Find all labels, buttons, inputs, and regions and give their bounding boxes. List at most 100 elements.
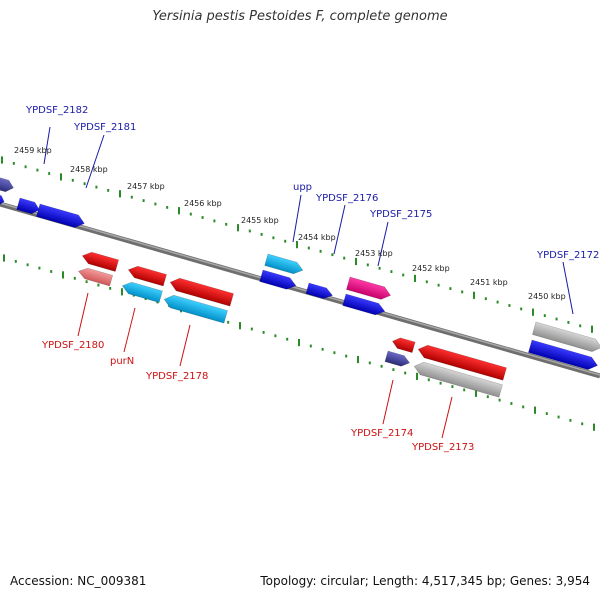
gene-arrow-edge-small-body	[0, 192, 5, 206]
outer-track-tick	[60, 173, 62, 181]
inner-track-tick	[85, 280, 88, 284]
outer-track-tick	[189, 212, 192, 216]
map-title: Yersinia pestis Pestoides F, complete ge…	[152, 9, 448, 24]
inner-track-tick	[3, 254, 5, 262]
inner-track-tick	[451, 385, 454, 388]
inner-track-tick	[239, 322, 241, 330]
kbp-label: 2453 kbp	[355, 249, 393, 258]
gene-label-reverse[interactable]: YPDSF_2174	[350, 428, 413, 439]
outer-track-tick	[284, 239, 287, 243]
gene-label-forward[interactable]: upp	[293, 182, 312, 193]
inner-track-tick	[486, 395, 489, 399]
outer-track-tick	[142, 199, 145, 202]
inner-track-tick	[510, 402, 513, 405]
gene-arrow-upp-body	[264, 253, 304, 275]
inner-track-tick	[593, 423, 595, 431]
gene-arrow-ypdsf-2180b[interactable]	[77, 266, 114, 287]
outer-track-tick	[154, 202, 157, 206]
outer-track-tick	[213, 219, 216, 223]
gene-arrow-ypdsf-2173a[interactable]	[416, 343, 507, 381]
inner-track-tick	[463, 388, 466, 392]
gene-label-forward[interactable]: YPDSF_2175	[369, 209, 432, 220]
inner-track-tick	[97, 283, 100, 287]
inner-track-tick	[26, 263, 29, 267]
inner-track-tick	[557, 415, 560, 419]
inner-track-tick	[309, 344, 312, 348]
outer-track-tick	[225, 222, 228, 226]
inner-track-tick	[227, 320, 230, 324]
gene-arrow-upp[interactable]	[264, 253, 305, 276]
outer-track-tick	[331, 253, 334, 257]
gene-arrow-ypdsf-2172b[interactable]	[528, 339, 599, 372]
outer-track-tick	[496, 300, 499, 304]
gene-arrow-ypdsf-2172a-body	[532, 321, 600, 352]
gene-label-reverse[interactable]: purN	[110, 356, 134, 367]
outer-track-tick	[484, 297, 487, 301]
gene-arrow-ypdsf-2178b-body	[163, 294, 228, 324]
kbp-label: 2459 kbp	[14, 146, 52, 155]
gene-arrow-ypdsf-2182[interactable]	[16, 197, 41, 216]
gene-arrow-ypdsf-2174b[interactable]	[384, 350, 411, 368]
inner-track-tick	[321, 347, 324, 351]
inner-track-tick	[427, 378, 430, 382]
outer-track-tick	[508, 304, 511, 307]
gene-arrow-ypdsf-2179[interactable]	[127, 264, 167, 287]
leader-line	[77, 292, 89, 337]
gene-arrow-ypdsf-2178a[interactable]	[168, 276, 234, 307]
outer-track-tick	[461, 290, 464, 294]
gene-arrow-purn[interactable]	[121, 280, 163, 303]
kbp-scale-labels: 2459 kbp 2458 kbp 2457 kbp 2456 kbp 2455 kbp…	[14, 146, 566, 301]
inner-track-tick	[498, 398, 501, 402]
gene-label-reverse[interactable]: YPDSF_2178	[145, 371, 208, 382]
outer-track-tick	[591, 325, 593, 333]
gene-arrow-ypdsf-2178b[interactable]	[162, 293, 228, 324]
gene-arrow-ypdsf-2173b-body	[413, 361, 503, 398]
outer-track-tick	[414, 274, 416, 282]
gene-arrow-ypdsf-2175b[interactable]	[342, 293, 387, 317]
gene-arrow-ypdsf-2173b[interactable]	[412, 360, 503, 398]
outer-track-tick	[248, 229, 251, 233]
gene-arrow-ypdsf-2172b-body	[528, 339, 598, 370]
gene-arrow-ypdsf-2177[interactable]	[259, 269, 298, 291]
gene-arrow-ypdsf-2175[interactable]	[346, 276, 392, 302]
gene-arrow-ypdsf-2173a-body	[417, 344, 507, 381]
inner-track-tick	[73, 276, 76, 280]
leader-line	[179, 324, 191, 367]
outer-track-tick	[449, 287, 452, 290]
outer-track-tick	[355, 257, 357, 266]
gene-arrow-edge-small[interactable]	[0, 192, 5, 206]
gene-arrow-ypdsf-2174a-body	[392, 337, 416, 354]
gene-label-forward[interactable]: YPDSF_2181	[73, 122, 136, 133]
gene-arrow-ypdsf-2179-body	[127, 265, 167, 287]
gene-arrow-ypdsf-2175b-body	[342, 293, 386, 316]
gene-arrow-ypdsf-2174a[interactable]	[391, 336, 416, 354]
outer-track-tick	[319, 249, 322, 253]
inner-track-tick	[333, 351, 336, 355]
outer-track-tick	[378, 266, 381, 270]
outer-track-tick	[83, 182, 86, 186]
gene-arrow-ypdsf-2180a[interactable]	[81, 250, 119, 272]
outer-track-tick	[473, 291, 475, 299]
outer-track-tick	[130, 195, 133, 199]
inner-track-tick	[62, 271, 64, 279]
gene-arrow-edge-left[interactable]	[0, 175, 15, 194]
gene-label-forward[interactable]: YPDSF_2182	[25, 105, 88, 116]
inner-track-tick	[368, 361, 371, 365]
inner-track-tick	[357, 355, 359, 364]
gene-label-reverse[interactable]: YPDSF_2173	[411, 442, 474, 453]
outer-track-tick	[437, 283, 440, 287]
gene-label-forward[interactable]: YPDSF_2176	[315, 193, 378, 204]
inner-track-tick	[392, 368, 395, 371]
gene-label-forward[interactable]: YPDSF_2172	[536, 250, 599, 261]
gene-arrow-ypdsf-2181[interactable]	[36, 203, 86, 230]
gene-arrow-ypdsf-2172a[interactable]	[532, 321, 600, 354]
gene-arrow-ypdsf-2176[interactable]	[305, 282, 334, 301]
inner-track-tick	[534, 406, 536, 414]
inner-track-tick	[298, 339, 300, 347]
gene-arrow-purn-body	[121, 281, 163, 303]
gene-label-reverse[interactable]: YPDSF_2180	[41, 340, 104, 351]
inner-track-tick	[14, 260, 17, 263]
inner-track-tick	[545, 412, 548, 415]
leader-line	[333, 204, 346, 255]
